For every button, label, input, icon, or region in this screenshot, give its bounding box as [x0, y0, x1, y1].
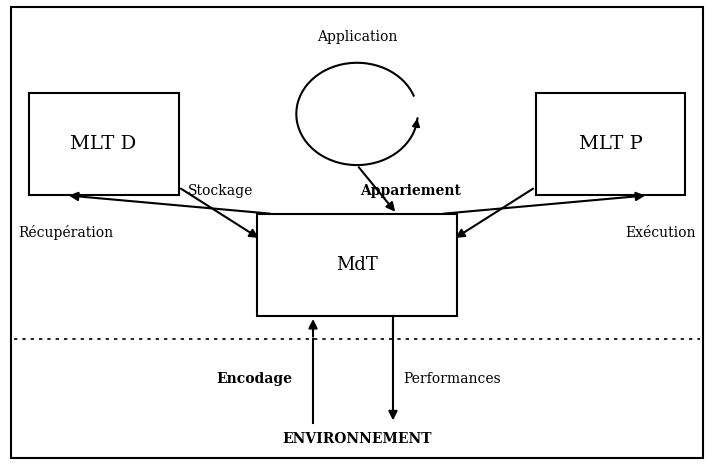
Text: MLT D: MLT D: [71, 135, 136, 153]
Text: Stockage: Stockage: [188, 184, 253, 198]
Text: Application: Application: [317, 30, 397, 44]
Bar: [257, 214, 457, 316]
Text: Récupération: Récupération: [18, 225, 113, 240]
Text: Appariement: Appariement: [361, 184, 461, 198]
Bar: [536, 93, 685, 195]
Text: Performances: Performances: [403, 372, 501, 386]
Bar: [29, 93, 178, 195]
Text: MLT P: MLT P: [578, 135, 643, 153]
Text: Exécution: Exécution: [625, 226, 696, 239]
Text: MdT: MdT: [336, 256, 378, 274]
Text: Encodage: Encodage: [217, 372, 293, 386]
Text: ENVIRONNEMENT: ENVIRONNEMENT: [282, 432, 432, 446]
